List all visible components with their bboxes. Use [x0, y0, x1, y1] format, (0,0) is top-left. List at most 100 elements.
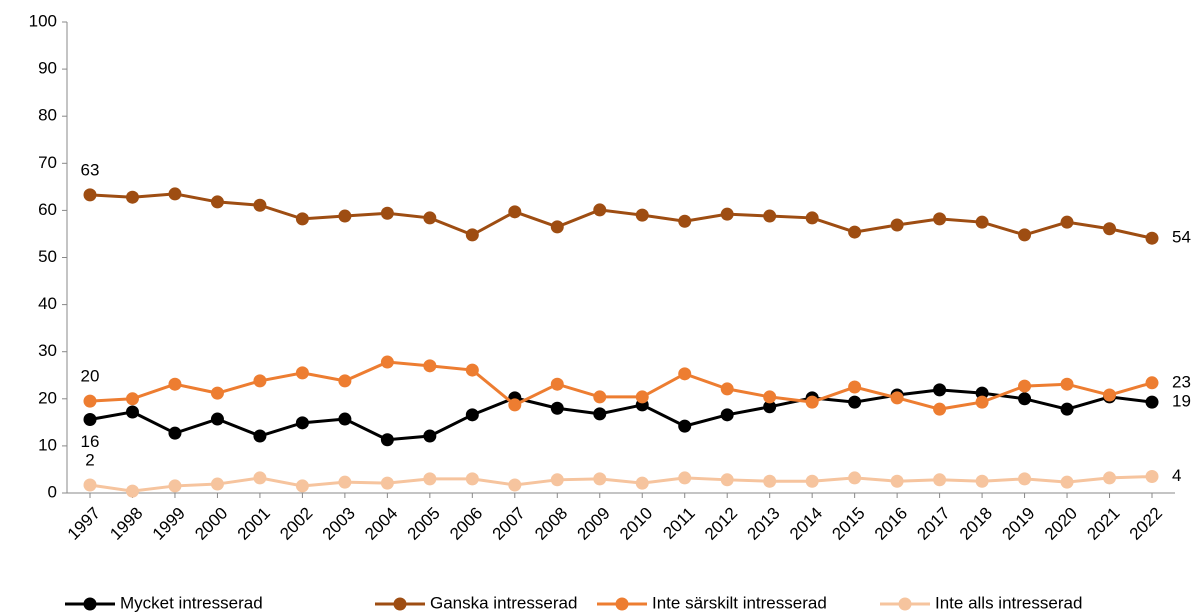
data-point	[975, 474, 989, 488]
data-point	[1018, 228, 1032, 242]
data-point	[848, 225, 862, 239]
data-point	[83, 188, 97, 202]
series-line	[89, 192, 1153, 240]
data-point	[125, 190, 139, 204]
data-point	[423, 429, 437, 443]
data-point	[253, 471, 267, 485]
x-tick-label: 1997	[64, 504, 104, 544]
data-point	[763, 390, 777, 404]
x-tick-label: 2021	[1083, 504, 1123, 544]
data-point	[1103, 388, 1117, 402]
data-point	[1018, 472, 1032, 486]
data-point	[1060, 475, 1074, 489]
data-point	[890, 474, 904, 488]
data-point	[550, 377, 564, 391]
data-point	[168, 426, 182, 440]
x-tick-label: 2015	[828, 504, 868, 544]
legend-label: Inte särskilt intresserad	[652, 593, 827, 612]
data-point	[1103, 222, 1117, 236]
data-point	[933, 212, 947, 226]
data-point	[380, 476, 394, 490]
data-point	[593, 407, 607, 421]
data-label: 23	[1172, 372, 1191, 391]
data-point	[848, 395, 862, 409]
x-tick-label: 2011	[659, 504, 698, 543]
data-point	[465, 228, 479, 242]
data-point	[593, 472, 607, 486]
data-point	[338, 374, 352, 388]
x-tick-label: 2012	[701, 504, 741, 544]
data-label: 54	[1172, 228, 1191, 247]
data-point	[83, 413, 97, 427]
data-point	[1145, 376, 1159, 390]
data-point	[338, 475, 352, 489]
legend-marker	[83, 597, 97, 611]
data-point	[210, 477, 224, 491]
data-point	[805, 395, 819, 409]
y-tick-label: 100	[29, 11, 57, 30]
data-point	[635, 208, 649, 222]
data-point	[83, 478, 97, 492]
x-tick-label: 2020	[1041, 504, 1081, 544]
series-line	[89, 360, 1153, 411]
y-tick-label: 40	[38, 294, 57, 313]
data-label: 4	[1172, 466, 1181, 485]
y-tick-label: 80	[38, 106, 57, 125]
data-point	[635, 390, 649, 404]
data-point	[210, 195, 224, 209]
data-point	[423, 472, 437, 486]
data-point	[295, 479, 309, 493]
x-tick-label: 2016	[871, 504, 911, 544]
x-tick-label: 2022	[1126, 504, 1166, 544]
data-point	[933, 383, 947, 397]
data-point	[125, 392, 139, 406]
y-tick-label: 0	[48, 482, 57, 501]
data-point	[465, 363, 479, 377]
data-label: 19	[1172, 392, 1191, 411]
data-point	[635, 476, 649, 490]
data-point	[295, 366, 309, 380]
data-point	[805, 474, 819, 488]
data-point	[890, 391, 904, 405]
y-tick-label: 50	[38, 247, 57, 266]
data-point	[678, 214, 692, 228]
data-point	[805, 211, 819, 225]
x-tick-label: 2014	[786, 504, 826, 544]
data-point	[508, 205, 522, 219]
data-point	[550, 220, 564, 234]
data-point	[678, 419, 692, 433]
data-point	[975, 215, 989, 229]
data-point	[763, 474, 777, 488]
x-tick-label: 2019	[998, 504, 1038, 544]
x-tick-label: 2000	[191, 504, 231, 544]
x-tick-label: 1998	[106, 504, 146, 544]
data-point	[423, 359, 437, 373]
x-tick-label: 2004	[361, 504, 401, 544]
legend-marker	[393, 597, 407, 611]
data-label: 20	[81, 367, 100, 386]
data-label: 16	[81, 432, 100, 451]
data-point	[1145, 395, 1159, 409]
data-point	[168, 479, 182, 493]
x-tick-label: 2008	[531, 504, 571, 544]
data-point	[848, 380, 862, 394]
data-point	[1060, 215, 1074, 229]
data-point	[720, 207, 734, 221]
series-line	[89, 475, 1153, 493]
y-tick-label: 60	[38, 200, 57, 219]
data-point	[253, 198, 267, 212]
data-point	[593, 390, 607, 404]
data-label: 63	[81, 160, 100, 179]
data-point	[1018, 392, 1032, 406]
legend-label: Mycket intresserad	[120, 593, 263, 612]
data-point	[848, 471, 862, 485]
data-point	[253, 429, 267, 443]
x-tick-label: 2009	[574, 504, 614, 544]
x-tick-label: 1999	[149, 504, 189, 544]
data-point	[380, 433, 394, 447]
data-point	[720, 408, 734, 422]
data-point	[763, 400, 777, 414]
legend-marker	[615, 597, 629, 611]
data-point	[380, 355, 394, 369]
